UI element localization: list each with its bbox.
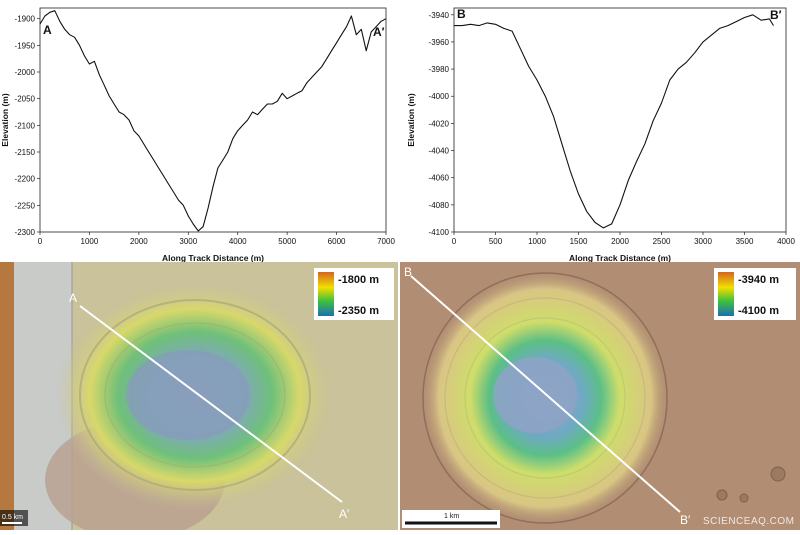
y-tick-label: -2050 <box>15 95 36 104</box>
x-tick-label: 1500 <box>570 237 588 246</box>
legend-top-label-b: -3940 m <box>738 274 779 286</box>
legend-bottom-label-b: -4100 m <box>738 305 779 317</box>
profile-track-a <box>79 305 343 503</box>
y-tick-label: -2250 <box>15 201 36 210</box>
x-tick-label: 1000 <box>528 237 546 246</box>
y-tick-label: -4060 <box>429 174 450 183</box>
map-edge-strip-a <box>0 262 14 530</box>
series-line-a <box>39 10 387 232</box>
scale-bar-label-b: 1 km <box>444 513 459 520</box>
map-end-label-b: B′ <box>680 513 691 527</box>
scale-bar-label-a: 0.5 km <box>2 514 23 521</box>
x-tick-label: 2500 <box>653 237 671 246</box>
map-end-label-a: A′ <box>339 507 350 521</box>
y-tick-label: -4040 <box>429 147 450 156</box>
map-crater-ring-b2 <box>464 317 626 479</box>
x-tick-label: 0 <box>38 237 43 246</box>
x-tick-label: 4000 <box>777 237 795 246</box>
y-tick-label: -3960 <box>429 38 450 47</box>
x-tick-label: 3000 <box>179 237 197 246</box>
y-axis-label-b: Elevation (m) <box>406 93 416 147</box>
x-tick-label: 2000 <box>130 237 148 246</box>
plot-frame-a <box>39 7 387 233</box>
x-ticks-a: 0 1000 2000 3000 4000 5000 6000 7000 <box>38 232 395 246</box>
map-crater-floor-b <box>493 357 577 433</box>
y-tick-label: -2000 <box>15 68 36 77</box>
y-ticks-b: -3940 -3960 -3980 -4000 -4020 -4040 -4060 -4080… <box>429 11 454 237</box>
x-ticks-b: 0 500 1000 1500 2000 2500 3000 3500 4000 <box>452 232 795 246</box>
profile-chart-b: 0 500 1000 1500 2000 2500 3000 3500 4000 -3940-3… <box>406 7 795 263</box>
map-crater-rim-b <box>422 272 668 524</box>
y-tick-label: -1950 <box>15 41 36 50</box>
y-axis-label-a: Elevation (m) <box>0 93 10 147</box>
map-crater-ring-a <box>104 322 286 468</box>
y-tick-label: -2150 <box>15 148 36 157</box>
map-small-crater-3-b <box>739 493 749 503</box>
x-tick-label: 5000 <box>278 237 296 246</box>
legend-colorbar-b <box>718 272 734 316</box>
y-ticks-a: -1900 -1950 -2000 -2050 -2100 -2150 -2200 -2250… <box>15 15 40 237</box>
y-tick-label: -2100 <box>15 121 36 130</box>
profile-start-label-b: B <box>457 7 466 21</box>
x-tick-label: 7000 <box>377 237 395 246</box>
profile-chart-a: 0 1000 2000 3000 4000 5000 6000 7000 -1900 -1950… <box>0 7 395 263</box>
series-line-b <box>454 14 774 229</box>
map-start-label-b: B <box>404 265 412 279</box>
y-tick-label: -2200 <box>15 175 36 184</box>
y-tick-label: -4100 <box>429 228 450 237</box>
y-tick-label: -1900 <box>15 15 36 24</box>
legend-top-label-a: -1800 m <box>338 274 379 286</box>
profile-start-label-a: A <box>43 23 52 37</box>
x-tick-label: 3500 <box>736 237 754 246</box>
x-tick-label: 500 <box>489 237 503 246</box>
profile-track-b <box>410 275 681 513</box>
x-tick-label: 0 <box>452 237 457 246</box>
map-start-label-a: A <box>69 291 77 305</box>
x-tick-label: 6000 <box>328 237 346 246</box>
y-tick-label: -4020 <box>429 119 450 128</box>
map-small-crater-2-b <box>716 489 728 501</box>
map-panel-b: B B′ -3940 m -4100 m 1 km SCIENCEAQ.COM <box>400 262 800 530</box>
x-tick-label: 2000 <box>611 237 629 246</box>
map-panel-a: A A′ -1800 m -2350 m 0.5 km <box>0 262 398 535</box>
x-tick-label: 3000 <box>694 237 712 246</box>
elevation-profile-line <box>454 14 774 229</box>
x-axis-label-a: Along Track Distance (m) <box>162 253 264 263</box>
x-axis-label-b: Along Track Distance (m) <box>569 253 671 263</box>
x-tick-label: 1000 <box>81 237 99 246</box>
legend-bottom-label-a: -2350 m <box>338 305 379 317</box>
map-crater-rim-a <box>79 299 311 491</box>
y-tick-label: -4080 <box>429 201 450 210</box>
profile-end-label-b: B′ <box>770 8 782 22</box>
map-crater-floor-a <box>126 350 250 440</box>
plot-frame-b <box>453 7 787 233</box>
y-tick-label: -3980 <box>429 65 450 74</box>
map-crater-ring-b1 <box>444 297 646 499</box>
map-small-crater-1-b <box>770 466 786 482</box>
y-tick-label: -3940 <box>429 11 450 20</box>
legend-colorbar-a <box>318 272 334 316</box>
y-tick-label: -2300 <box>15 228 36 237</box>
x-tick-label: 4000 <box>229 237 247 246</box>
elevation-profile-line <box>39 10 387 232</box>
y-tick-label: -4000 <box>429 92 450 101</box>
profile-end-label-a: A′ <box>373 25 385 39</box>
watermark: SCIENCEAQ.COM <box>703 516 795 527</box>
